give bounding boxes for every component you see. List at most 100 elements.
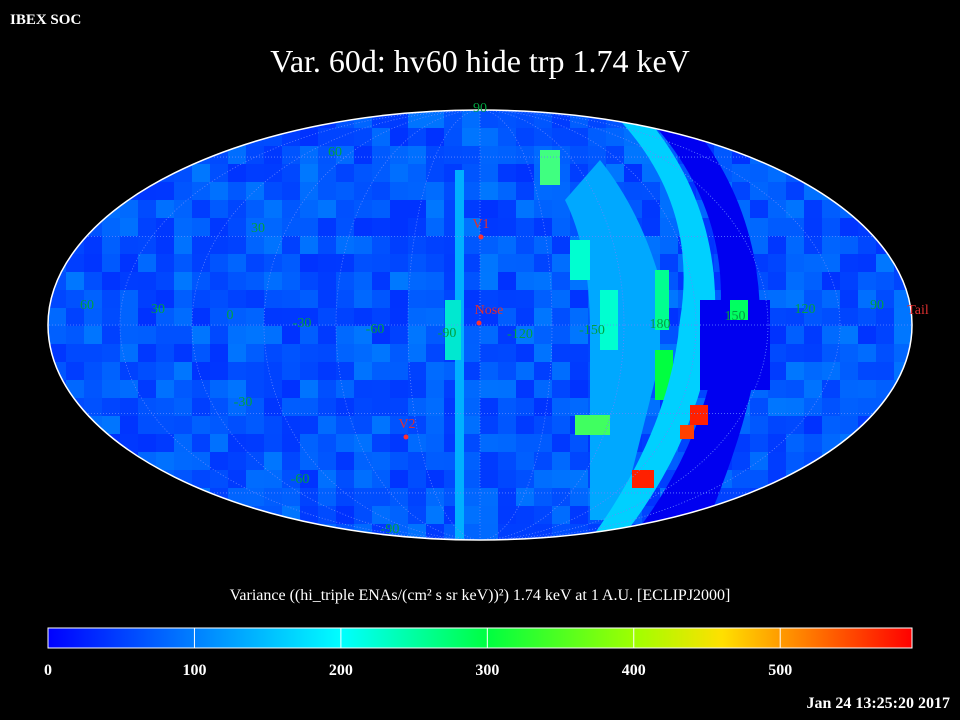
sky-cell	[156, 506, 174, 524]
sky-cell	[156, 434, 174, 452]
sky-cell	[480, 434, 498, 452]
sky-cell	[786, 254, 804, 272]
sky-cell	[894, 308, 912, 326]
sky-cell	[822, 254, 840, 272]
sky-cell	[768, 326, 786, 344]
sky-cell	[156, 308, 174, 326]
sky-cell	[84, 128, 102, 146]
sky-cell	[498, 290, 516, 308]
sky-cell	[300, 236, 318, 254]
sky-cell	[876, 434, 894, 452]
sky-cell	[84, 488, 102, 506]
sky-cell	[210, 524, 228, 540]
sky-cell	[174, 380, 192, 398]
sky-cell	[282, 434, 300, 452]
sky-cell	[84, 182, 102, 200]
sky-cell	[390, 398, 408, 416]
sky-cell	[552, 362, 570, 380]
sky-cell	[246, 164, 264, 182]
sky-cell	[318, 488, 336, 506]
sky-cell	[336, 128, 354, 146]
sky-cell	[768, 362, 786, 380]
sky-cell	[534, 326, 552, 344]
sky-cell	[336, 452, 354, 470]
sky-cell	[354, 506, 372, 524]
sky-cell	[336, 488, 354, 506]
sky-cell	[264, 164, 282, 182]
sky-cell	[660, 524, 678, 540]
sky-cell	[498, 524, 516, 540]
sky-cell	[534, 128, 552, 146]
sky-cell	[552, 344, 570, 362]
sky-cell	[282, 398, 300, 416]
sky-cell	[102, 344, 120, 362]
sky-cell	[534, 362, 552, 380]
sky-cell	[48, 452, 66, 470]
sky-cell	[264, 434, 282, 452]
sky-cell	[498, 200, 516, 218]
sky-cell	[138, 164, 156, 182]
sky-cell	[210, 398, 228, 416]
sky-cell	[210, 272, 228, 290]
sky-cell	[354, 272, 372, 290]
sky-cell	[804, 200, 822, 218]
sky-cell	[48, 398, 66, 416]
sky-cell	[408, 434, 426, 452]
sky-cell	[894, 236, 912, 254]
sky-cell	[480, 254, 498, 272]
sky-cell	[408, 380, 426, 398]
sky-cell	[354, 182, 372, 200]
sky-cell	[876, 488, 894, 506]
sky-cell	[138, 218, 156, 236]
sky-cell	[84, 254, 102, 272]
sky-cell	[66, 254, 84, 272]
sky-cell	[192, 344, 210, 362]
sky-cell	[300, 182, 318, 200]
sky-cell	[120, 488, 138, 506]
sky-cell	[498, 398, 516, 416]
sky-cell	[894, 488, 912, 506]
sky-cell	[462, 200, 480, 218]
sky-cell	[84, 524, 102, 540]
sky-cell	[282, 164, 300, 182]
sky-cell	[336, 308, 354, 326]
sky-cell	[48, 308, 66, 326]
sky-cell	[390, 326, 408, 344]
sky-cell	[534, 200, 552, 218]
sky-cell	[408, 146, 426, 164]
sky-cell	[498, 380, 516, 398]
sky-cell	[804, 218, 822, 236]
sky-cell	[354, 488, 372, 506]
sky-cell	[300, 506, 318, 524]
sky-cell	[282, 470, 300, 488]
sky-cell	[480, 272, 498, 290]
sky-cell	[192, 254, 210, 272]
sky-cell	[876, 326, 894, 344]
sky-cell	[246, 434, 264, 452]
sky-cell	[120, 200, 138, 218]
sky-cell	[570, 506, 588, 524]
sky-cell	[390, 362, 408, 380]
sky-cell	[570, 308, 588, 326]
sky-cell	[498, 434, 516, 452]
sky-cell	[516, 326, 534, 344]
sky-cell	[354, 200, 372, 218]
sky-cell	[120, 146, 138, 164]
sky-cell	[48, 236, 66, 254]
sky-cell	[822, 416, 840, 434]
sky-cell	[264, 344, 282, 362]
sky-cell	[786, 164, 804, 182]
sky-cell	[102, 362, 120, 380]
sky-cell	[426, 146, 444, 164]
sky-cell	[498, 488, 516, 506]
sky-cell	[840, 308, 858, 326]
sky-cell	[894, 362, 912, 380]
sky-cell	[174, 524, 192, 540]
sky-cell	[300, 344, 318, 362]
sky-cell	[264, 326, 282, 344]
sky-cell	[174, 506, 192, 524]
sky-cell	[264, 452, 282, 470]
sky-cell	[516, 380, 534, 398]
sky-cell	[372, 218, 390, 236]
sky-cell	[516, 200, 534, 218]
